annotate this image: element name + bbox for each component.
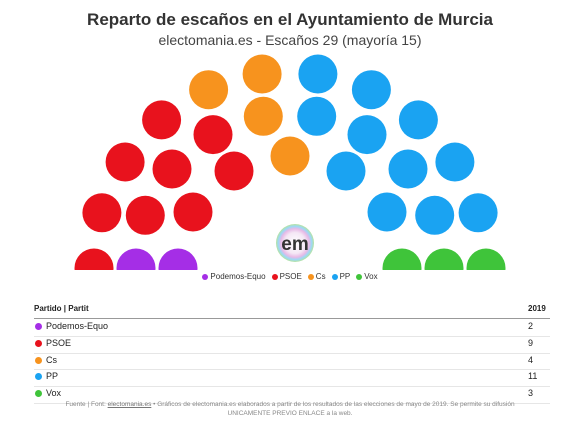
party-name: PP (46, 371, 59, 382)
legend-label: Cs (315, 272, 326, 281)
party-seats: 11 (528, 371, 538, 382)
legend-item: Podemos-Equo (202, 272, 266, 281)
legend-dot (271, 274, 278, 280)
party-color-dot (35, 323, 42, 330)
legend-dot (356, 274, 363, 280)
legend-dot (307, 274, 314, 280)
party-name: Vox (46, 388, 62, 399)
hemicycle-chart: em (74, 54, 506, 270)
table-row: Vox 3 (34, 387, 550, 404)
party-name: Cs (46, 354, 57, 365)
table-row: PP 11 (34, 370, 550, 388)
legend-label: PP (339, 272, 351, 281)
party-color-dot (35, 339, 42, 347)
chart-legend: Podemos-Equo PSOE Cs PP Vox (0, 272, 580, 281)
party-seats: 2 (528, 321, 534, 331)
seat-pp (458, 193, 498, 233)
legend-dot (202, 274, 209, 280)
chart-subtitle: electomania.es - Escaños 29 (mayoría 15) (158, 32, 422, 48)
seat-psoe (152, 149, 192, 189)
seat-psoe (214, 151, 254, 191)
seat-psoe (125, 195, 165, 235)
seat-pp (347, 115, 387, 155)
legend-item: Cs (307, 272, 326, 281)
seat-pp (388, 149, 428, 189)
party-color-dot (35, 390, 42, 398)
seat-cs (189, 70, 229, 110)
footer: Fuente | Font: electomania.es • Gráficos… (20, 400, 560, 418)
legend-label: Podemos-Equo (210, 272, 266, 281)
seat-pp (367, 192, 407, 232)
seat-pp (435, 142, 475, 182)
chart-title: Reparto de escaños en el Ayuntamiento de… (87, 10, 493, 29)
legend-item: PSOE (271, 272, 302, 281)
seat-psoe (82, 193, 122, 233)
footer-source-link[interactable]: electomania.es (107, 401, 152, 408)
table-row: PSOE 9 (34, 337, 550, 354)
table-row: Cs 4 (34, 354, 550, 371)
seat-pp (298, 54, 338, 94)
legend-label: PSOE (279, 272, 302, 281)
seat-psoe (173, 192, 213, 232)
party-color-dot (35, 373, 42, 381)
party-name: PSOE (46, 337, 72, 348)
electomania-logo: em (276, 224, 314, 262)
seat-vox (382, 248, 422, 270)
seat-podemos-equo (158, 248, 198, 270)
footer-source-prefix: Fuente | Font: (65, 401, 108, 408)
party-color-dot (35, 356, 42, 364)
header-party: Partido | Partit (34, 304, 89, 313)
party-seats: 9 (528, 337, 534, 348)
seat-pp (297, 96, 337, 136)
legend-dot (331, 274, 338, 280)
seat-cs (243, 96, 283, 136)
logo-text: em (281, 234, 308, 255)
legend-item: Vox (356, 272, 378, 281)
seat-cs (270, 136, 310, 176)
seat-vox (424, 248, 464, 270)
party-name: Podemos-Equo (46, 321, 109, 331)
footer-source-suffix: • Gráficos de electomania.es elaborados … (151, 401, 515, 408)
table-row: Podemos-Equo 2 (34, 320, 550, 337)
seat-pp (415, 195, 455, 235)
header-year: 2019 (528, 304, 546, 313)
party-seats: 4 (528, 354, 534, 365)
seat-psoe (105, 142, 145, 182)
seat-cs (242, 54, 282, 94)
seat-psoe (193, 115, 233, 155)
results-table: Podemos-Equo 2 PSOE 9 Cs 4 PP 11 Vox 3 (34, 320, 550, 404)
seat-pp (398, 100, 438, 140)
seat-psoe (74, 248, 114, 270)
seat-pp (351, 70, 391, 110)
legend-item: PP (331, 272, 351, 281)
seat-podemos-equo (116, 248, 156, 270)
results-table-header: Partido | Partit 2019 (34, 304, 550, 319)
seat-pp (326, 151, 366, 191)
seat-psoe (142, 100, 182, 140)
seat-vox (466, 248, 506, 270)
legend-label: Vox (364, 272, 378, 281)
footer-notice: UNICAMENTE PREVIO ENLACE a la web. (227, 410, 353, 417)
party-seats: 3 (528, 388, 534, 399)
